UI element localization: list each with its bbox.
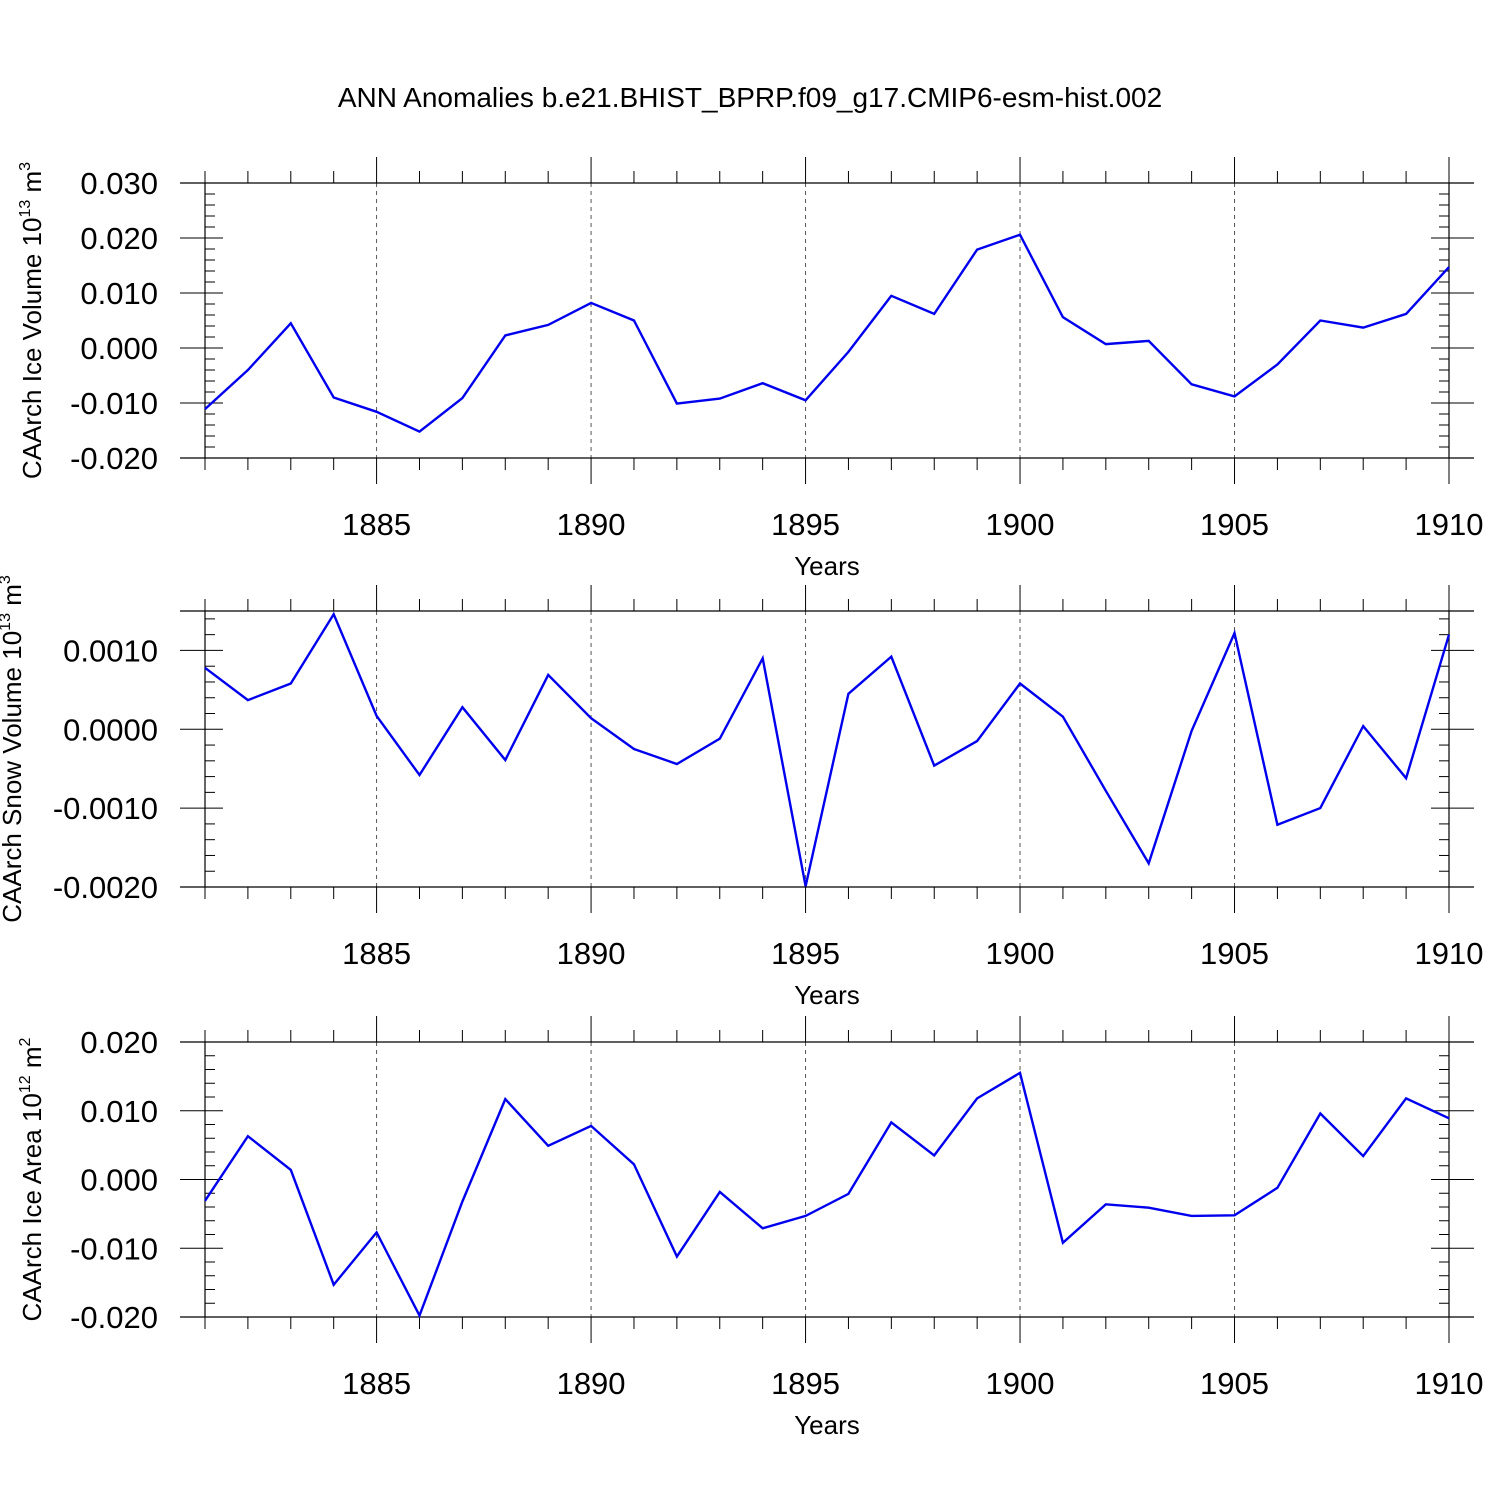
x-tick-label: 1910: [1415, 507, 1484, 542]
y-tick-label: -0.020: [70, 441, 158, 476]
y-tick-label: 0.010: [80, 276, 158, 311]
y-tick-label: 0.0010: [63, 633, 158, 668]
panel-ice-area: 1885 1890 1895 1900 1905 1910 Years -0.020 -0.01…: [17, 1016, 1483, 1440]
x-axis-label: Years: [794, 980, 860, 1010]
panel-snow-volume: 1885 1890 1895 1900 1905 1910 Years -0.0020 -0.0…: [0, 575, 1483, 1010]
x-axis-label: Years: [794, 551, 860, 581]
y-tick-label: 0.0000: [63, 712, 158, 747]
series-line: [204, 233, 1450, 433]
x-tick-label: 1890: [557, 1366, 626, 1401]
y-tick-label: 0.030: [80, 166, 158, 201]
x-tick-label: 1900: [986, 1366, 1055, 1401]
x-tick-label: 1905: [1200, 507, 1269, 542]
y-tick-label: 0.000: [80, 331, 158, 366]
x-tick-label: 1900: [986, 507, 1055, 542]
y-tick-label: 0.020: [80, 221, 158, 256]
y-tick-label: 0.020: [80, 1025, 158, 1060]
x-tick-label: 1895: [771, 507, 840, 542]
y-axis-label: CAArch Ice Area 1012 m2: [17, 1037, 47, 1321]
y-tick-label: -0.010: [70, 1231, 158, 1266]
y-tick-label: -0.0010: [53, 791, 158, 826]
series-line: [204, 1071, 1450, 1319]
x-tick-label: 1895: [771, 1366, 840, 1401]
y-tick-label: 0.000: [80, 1163, 158, 1198]
x-tick-label: 1885: [342, 936, 411, 971]
x-tick-label: 1890: [557, 936, 626, 971]
x-tick-label: 1895: [771, 936, 840, 971]
x-tick-label: 1900: [986, 936, 1055, 971]
x-tick-label: 1905: [1200, 1366, 1269, 1401]
x-tick-label: 1905: [1200, 936, 1269, 971]
y-tick-label: -0.020: [70, 1300, 158, 1335]
series-line: [204, 611, 1451, 887]
x-tick-label: 1885: [342, 1366, 411, 1401]
x-tick-label: 1910: [1415, 936, 1484, 971]
x-tick-label: 1885: [342, 507, 411, 542]
y-tick-label: 0.010: [80, 1094, 158, 1129]
y-tick-label: -0.010: [70, 386, 158, 421]
panel-ice-volume: 1885 1890 1895 1900 1905 1910 Years -0.020 -0.01…: [17, 157, 1483, 581]
y-axis-label: CAArch Snow Volume 1013 m3: [0, 575, 27, 923]
y-axis-label: CAArch Ice Volume 1013 m3: [17, 162, 47, 479]
y-tick-label: -0.0020: [53, 870, 158, 905]
x-axis-label: Years: [794, 1410, 860, 1440]
figure-title: ANN Anomalies b.e21.BHIST_BPRP.f09_g17.C…: [337, 82, 1163, 113]
x-tick-label: 1910: [1415, 1366, 1484, 1401]
x-tick-label: 1890: [557, 507, 626, 542]
